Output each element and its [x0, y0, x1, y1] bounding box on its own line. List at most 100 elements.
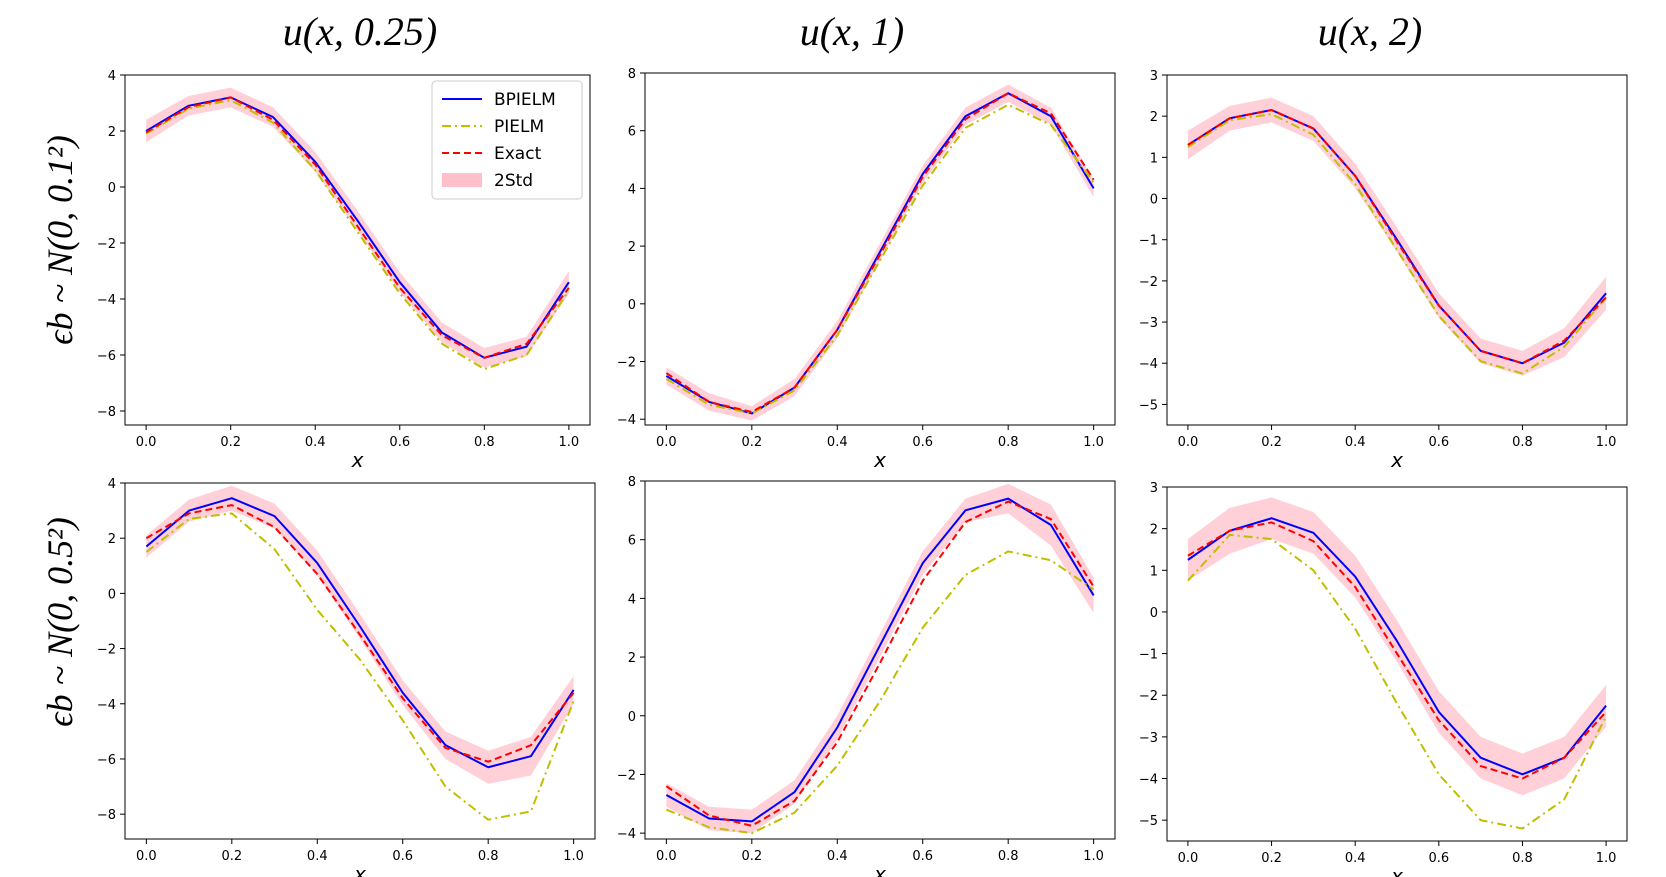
plot-frame [644, 72, 1116, 426]
x-tick-label: 0.6 [912, 435, 933, 450]
series-line-exact [145, 96, 570, 359]
y-tick-label: −4 [617, 413, 636, 428]
x-tick-label: 0.8 [474, 435, 495, 450]
y-tick-label: 2 [108, 125, 116, 140]
series-line-exact [1187, 109, 1607, 365]
x-tick-label: 1.0 [1083, 435, 1104, 450]
plot-frame [644, 480, 1116, 840]
series-line-exact [1187, 521, 1607, 780]
x-tick-label: 0.2 [741, 849, 762, 864]
y-tick-label: 4 [628, 592, 636, 607]
y-tick-label: 4 [108, 477, 116, 492]
series-line-bpielm [145, 497, 575, 769]
legend-label-bpielm: BPIELM [494, 90, 556, 110]
x-axis-label: x [353, 862, 366, 877]
y-tick-label: 0 [108, 181, 116, 196]
y-tick-label: −2 [617, 768, 636, 783]
chart-panel-3: 3 2 1 0 −1 −2 −3 −4 −5 0.0 0.2 0.4 0.6 0.8 1.0 x [1139, 69, 1628, 472]
legend-label-pielm: PIELM [494, 117, 544, 137]
x-tick-label: 0.0 [136, 849, 157, 864]
x-tick-label: 0.8 [478, 849, 499, 864]
y-tick-label: −4 [617, 827, 636, 842]
y-tick-label: 0 [628, 710, 636, 725]
series-line-pielm [145, 99, 570, 370]
y-tick-label: −4 [1139, 357, 1158, 372]
legend-label-2std: 2Std [494, 171, 533, 191]
x-tick-label: 0.0 [136, 435, 157, 450]
x-tick-label: 0.8 [1512, 435, 1533, 450]
y-tick-label: −5 [1139, 814, 1158, 829]
y-tick-label: −2 [617, 356, 636, 371]
plot-frame [124, 74, 591, 426]
y-tick-label: 8 [628, 67, 636, 82]
y-tick-label: −8 [97, 808, 116, 823]
x-tick-label: 1.0 [1596, 435, 1617, 450]
y-tick-label: −6 [97, 349, 116, 364]
y-tick-label: 0 [628, 298, 636, 313]
series-line-exact [665, 92, 1095, 414]
y-tick-label: −1 [1139, 234, 1158, 249]
series-line-pielm [665, 550, 1095, 835]
y-tick-label: 2 [1150, 110, 1158, 125]
x-tick-label: 0.6 [1428, 435, 1449, 450]
y-tick-label: 4 [108, 69, 116, 84]
y-tick-label: −3 [1139, 316, 1158, 331]
x-axis-label: x [1390, 864, 1403, 877]
x-tick-label: 0.6 [389, 435, 410, 450]
x-tick-label: 1.0 [1083, 849, 1104, 864]
legend: BPIELM PIELM Exact 2Std [431, 80, 583, 200]
x-tick-label: 0.4 [307, 849, 328, 864]
x-tick-label: 0.6 [912, 849, 933, 864]
plot-frame [1166, 486, 1628, 842]
series-line-pielm [1187, 113, 1607, 375]
y-tick-label: −2 [97, 237, 116, 252]
y-tick-label: 2 [628, 240, 636, 255]
y-tick-label: −5 [1139, 398, 1158, 413]
legend-box [431, 80, 583, 200]
y-tick-label: 6 [628, 125, 636, 140]
chart-panel-6: 3 2 1 0 −1 −2 −3 −4 −5 0.0 0.2 0.4 0.6 0.8 1.0 x [1139, 481, 1628, 877]
x-tick-label: 0.2 [221, 849, 242, 864]
series-line-bpielm [665, 92, 1095, 415]
column-title-2: u(x, 1) [799, 9, 905, 54]
x-tick-label: 0.8 [1512, 851, 1533, 866]
x-tick-label: 0.4 [827, 435, 848, 450]
x-tick-label: 0.2 [741, 435, 762, 450]
chart-panel-4: 4 2 0 −2 −4 −6 −8 0.0 0.2 0.4 0.6 0.8 1.0 x [97, 477, 596, 877]
x-tick-label: 0.4 [827, 849, 848, 864]
x-tick-label: 0.6 [1428, 851, 1449, 866]
series-line-exact [665, 500, 1095, 827]
y-tick-label: 0 [1150, 193, 1158, 208]
x-tick-label: 0.0 [656, 849, 677, 864]
x-tick-label: 0.0 [656, 435, 677, 450]
y-tick-label: −4 [97, 698, 116, 713]
y-tick-label: 8 [628, 475, 636, 490]
x-axis-label: x [873, 862, 886, 877]
x-tick-label: 1.0 [559, 435, 580, 450]
series-line-pielm [1187, 533, 1607, 830]
x-tick-label: 0.4 [305, 435, 326, 450]
y-tick-label: 1 [1150, 564, 1158, 579]
y-tick-label: 3 [1150, 69, 1158, 84]
x-tick-label: 0.2 [220, 435, 241, 450]
x-tick-label: 0.4 [1345, 435, 1366, 450]
y-tick-label: 4 [628, 182, 636, 197]
series-line-pielm [145, 512, 575, 821]
legend-label-exact: Exact [494, 144, 542, 164]
series-line-bpielm [1187, 517, 1607, 776]
legend-swatch-2std [442, 173, 482, 187]
y-tick-label: 2 [628, 651, 636, 666]
y-tick-label: 0 [1150, 606, 1158, 621]
y-tick-label: 0 [108, 587, 116, 602]
x-tick-label: 0.8 [998, 435, 1019, 450]
series-line-exact [145, 504, 575, 763]
x-tick-label: 0.0 [1178, 851, 1199, 866]
band-2std [666, 483, 1094, 834]
y-tick-label: −4 [97, 293, 116, 308]
x-tick-label: 0.4 [1345, 851, 1366, 866]
chart-panel-2: 8 6 4 2 0 −2 −4 0.0 0.2 0.4 0.6 0.8 1.0 x [617, 67, 1116, 472]
x-tick-label: 1.0 [563, 849, 584, 864]
x-tick-label: 0.2 [1261, 435, 1282, 450]
y-tick-label: 3 [1150, 481, 1158, 496]
plot-frame [124, 482, 596, 840]
